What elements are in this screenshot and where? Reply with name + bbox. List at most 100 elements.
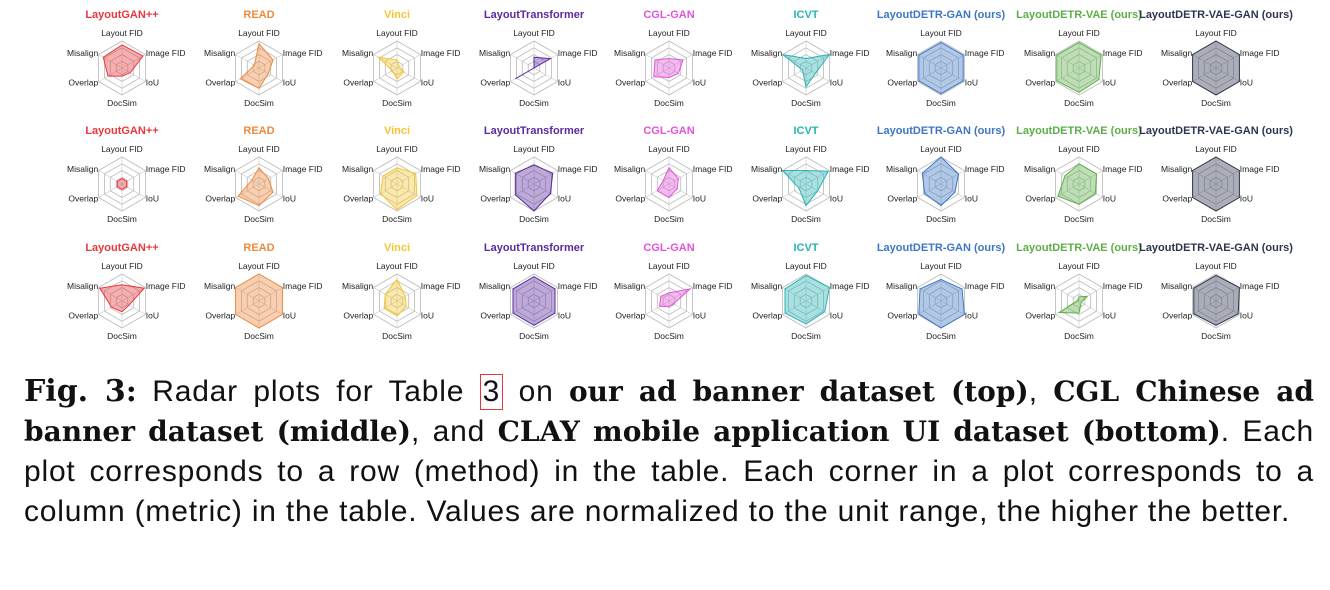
axis-label-layout-fid: Layout FID [1058,261,1100,271]
data-polygon-layoutgan [116,178,128,190]
grid-spoke [805,287,830,302]
axis-label-iou: IoU [1240,311,1253,321]
caption-dataset-middle: CGL Chinese ad banner dataset (middle) [24,375,1314,448]
axis-label-overlap: Overlap [343,311,373,321]
axis-label-misalign: Misalign [886,48,917,58]
plot-title: ICVT [793,9,818,21]
plot-title: LayoutDETR-VAE-GAN (ours) [1139,242,1293,254]
grid-spoke [1192,287,1217,302]
axis-label-layout-fid: Layout FID [785,261,827,271]
axis-label-docsim: DocSim [1201,214,1231,224]
axis-label-misalign: Misalign [886,281,917,291]
grid-spoke [258,183,283,198]
grid-spoke [1055,287,1080,302]
axis-label-overlap: Overlap [1025,311,1055,321]
axis-label-iou: IoU [283,311,296,321]
axis-label-misalign: Misalign [342,48,373,58]
data-polygon-cgl-gan [659,288,692,307]
axis-label-iou: IoU [965,78,978,88]
grid-spoke [782,183,807,198]
grid-spoke [373,170,398,185]
axis-label-overlap: Overlap [887,194,917,204]
grid-spoke [1192,67,1217,82]
grid-spoke [121,183,146,198]
grid-spoke [645,54,670,69]
grid-spoke [805,300,830,315]
grid-spoke [917,287,942,302]
axis-label-docsim: DocSim [107,331,137,341]
grid-spoke [645,300,670,315]
grid-spoke [510,183,535,198]
axis-label-image-fid: Image FID [558,48,598,58]
axis-label-layout-fid: Layout FID [376,261,418,271]
grid-spoke [510,54,535,69]
grid-spoke [510,170,535,185]
grid-spoke [258,67,283,82]
plot-title: ICVT [793,242,818,254]
grid-spoke [98,300,123,315]
grid-spoke [235,170,260,185]
grid-spoke [668,300,693,315]
plot-title: READ [243,242,274,254]
grid-spoke [533,183,558,198]
data-polygon-icvt [781,170,830,207]
axis-label-image-fid: Image FID [283,48,323,58]
table-reference-link[interactable]: 3 [479,374,504,410]
caption-text-1: Radar plots for Table [136,375,480,408]
axis-label-iou: IoU [558,78,571,88]
plot-title: LayoutGAN++ [85,9,158,21]
plot-title: ICVT [793,125,818,137]
axis-label-misalign: Misalign [204,48,235,58]
axis-label-layout-fid: Layout FID [238,144,280,154]
grid-spoke [917,54,942,69]
axis-label-layout-fid: Layout FID [648,144,690,154]
grid-spoke [98,54,123,69]
axis-label-overlap: Overlap [615,311,645,321]
axis-label-docsim: DocSim [926,331,956,341]
grid-spoke [235,183,260,198]
axis-label-iou: IoU [146,311,159,321]
axis-label-docsim: DocSim [1201,331,1231,341]
axis-label-docsim: DocSim [926,98,956,108]
axis-label-image-fid: Image FID [1240,281,1280,291]
grid-spoke [1215,300,1240,315]
axis-label-misalign: Misalign [614,164,645,174]
grid-spoke [1192,183,1217,198]
grid-spoke [1215,183,1240,198]
axis-label-misalign: Misalign [614,281,645,291]
grid-spoke [782,287,807,302]
grid-spoke [1078,54,1103,69]
axis-label-docsim: DocSim [382,331,412,341]
axis-label-overlap: Overlap [343,194,373,204]
grid-spoke [533,67,558,82]
data-polygon-layoutdetr-gan-ours [918,41,964,95]
axis-label-overlap: Overlap [615,78,645,88]
grid-spoke [121,54,146,69]
plot-title: READ [243,125,274,137]
axis-label-overlap: Overlap [1162,311,1192,321]
axis-label-docsim: DocSim [519,98,549,108]
axis-label-misalign: Misalign [1024,48,1055,58]
data-polygon-read [235,273,283,329]
grid-spoke [373,300,398,315]
axis-label-iou: IoU [558,311,571,321]
axis-label-image-fid: Image FID [558,281,598,291]
grid-spoke [121,67,146,82]
data-polygon-cgl-gan [653,57,684,79]
axis-label-docsim: DocSim [1064,98,1094,108]
grid-spoke [258,300,283,315]
grid-spoke [1055,54,1080,69]
axis-label-image-fid: Image FID [965,164,1005,174]
axis-label-overlap: Overlap [480,194,510,204]
axis-label-overlap: Overlap [205,78,235,88]
axis-label-docsim: DocSim [1064,331,1094,341]
